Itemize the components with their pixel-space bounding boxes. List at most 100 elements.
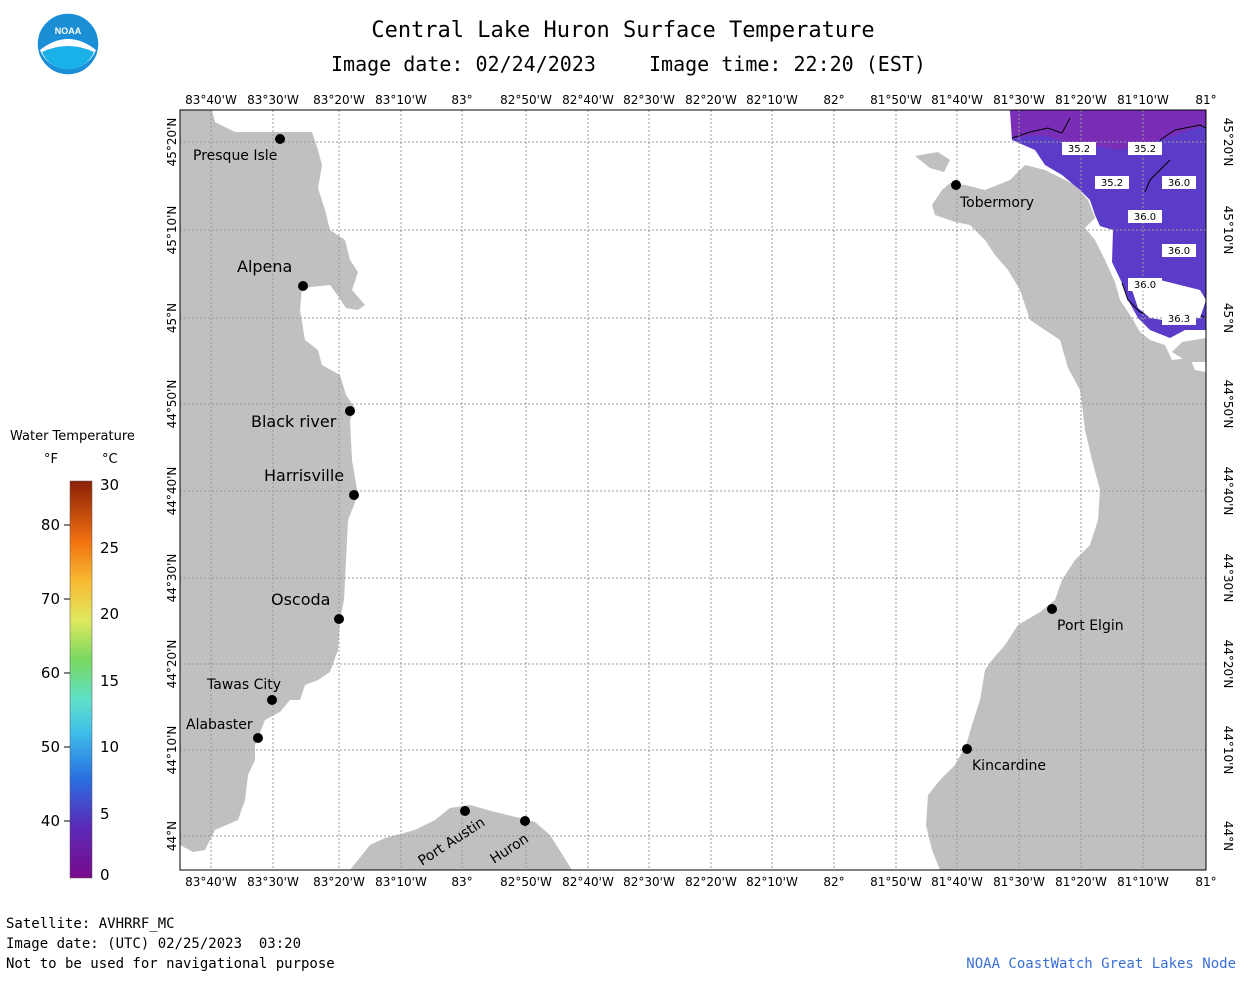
longitude-label-top: 83°10'W — [375, 93, 427, 107]
temp-label: 36.0 — [1168, 178, 1190, 189]
place-label-alpena: Alpena — [237, 257, 292, 276]
land-georgian-shore — [1165, 412, 1206, 870]
legend-tick-celsius: 10 — [100, 738, 119, 756]
longitude-label-top: 83°30'W — [247, 93, 299, 107]
place-label-oscoda: Oscoda — [271, 590, 330, 609]
place-marker — [962, 744, 972, 754]
longitude-label-bottom: 82°30'W — [623, 875, 675, 889]
longitude-label-top: 82°50'W — [500, 93, 552, 107]
legend-tick-fahrenheit: 60 — [41, 664, 60, 682]
latitude-label-left: 45°20'N — [165, 118, 179, 167]
longitude-label-top: 81°30'W — [993, 93, 1045, 107]
longitude-label-bottom: 83°40'W — [185, 875, 237, 889]
land-island — [915, 152, 950, 172]
longitude-label-top: 82°30'W — [623, 93, 675, 107]
place-label-tobermory: Tobermory — [959, 195, 1034, 211]
latitude-label-left: 44°30'N — [165, 554, 179, 603]
longitude-label-bottom: 83° — [451, 875, 472, 889]
longitude-label-bottom: 81°50'W — [870, 875, 922, 889]
noaa-logo: NOAA — [36, 12, 100, 76]
place-marker — [275, 134, 285, 144]
longitude-label-bottom: 83°10'W — [375, 875, 427, 889]
longitude-label-bottom: 81°40'W — [931, 875, 983, 889]
noaa-logo-text: NOAA — [55, 26, 82, 36]
longitude-label-top: 83°20'W — [313, 93, 365, 107]
longitude-label-top: 83°40'W — [185, 93, 237, 107]
image-time: Image time: 22:20 (EST) — [649, 52, 926, 76]
legend-tick-fahrenheit: 70 — [41, 590, 60, 608]
longitude-label-bottom: 81°30'W — [993, 875, 1045, 889]
latitude-label-right: 45°20'N — [1221, 118, 1235, 167]
legend-tick-celsius: 15 — [100, 672, 119, 690]
latitude-label-right: 44°10'N — [1221, 726, 1235, 775]
longitude-label-bottom: 81°20'W — [1055, 875, 1107, 889]
latitude-label-left: 44°10'N — [165, 726, 179, 775]
legend-tick-fahrenheit: 40 — [41, 812, 60, 830]
place-label-port-elgin: Port Elgin — [1057, 618, 1124, 634]
latitude-label-left: 45°N — [165, 303, 179, 333]
longitude-label-bottom: 82°20'W — [685, 875, 737, 889]
temp-label: 36.0 — [1134, 212, 1156, 223]
temp-label: 35.2 — [1068, 144, 1090, 155]
place-marker — [334, 614, 344, 624]
longitude-label-top: 82°20'W — [685, 93, 737, 107]
place-marker — [1047, 604, 1057, 614]
place-marker — [298, 281, 308, 291]
footer-utc-date: Image date: (UTC) 02/25/2023 03:20 — [6, 936, 302, 952]
land-ontario — [926, 165, 1206, 870]
latitude-label-left: 44°50'N — [165, 380, 179, 429]
map-title: Central Lake Huron Surface Temperature — [371, 18, 875, 43]
temp-label: 35.2 — [1101, 178, 1123, 189]
place-label-tawas-city: Tawas City — [206, 677, 281, 693]
longitude-label-bottom: 82°40'W — [562, 875, 614, 889]
latitude-label-right: 44°40'N — [1221, 467, 1235, 516]
land-michigan — [180, 110, 365, 852]
land-thumb — [350, 805, 572, 870]
longitude-label-top: 81°50'W — [870, 93, 922, 107]
longitude-label-top: 82°40'W — [562, 93, 614, 107]
temp-label: 36.0 — [1168, 246, 1190, 257]
legend-tick-celsius: 30 — [100, 476, 119, 494]
place-marker — [345, 406, 355, 416]
latitude-label-left: 45°10'N — [165, 206, 179, 255]
temp-label: 36.3 — [1168, 314, 1190, 325]
place-label-presque-isle: Presque Isle — [193, 148, 277, 164]
latitude-label-right: 44°30'N — [1221, 554, 1235, 603]
longitude-label-top: 82°10'W — [746, 93, 798, 107]
legend-unit-fahrenheit: °F — [44, 452, 58, 467]
place-marker — [349, 490, 359, 500]
place-label-black-river: Black river — [251, 412, 337, 431]
legend-tick-fahrenheit: 80 — [41, 516, 60, 534]
temp-label: 36.0 — [1134, 280, 1156, 291]
temp-label: 35.2 — [1134, 144, 1156, 155]
longitude-label-top: 81°10'W — [1117, 93, 1169, 107]
place-label-alabaster: Alabaster — [186, 717, 253, 733]
land-manitoulin — [1172, 338, 1206, 362]
legend-tick-celsius: 25 — [100, 539, 119, 557]
longitude-label-top: 82° — [823, 93, 844, 107]
legend-tick-celsius: 5 — [100, 805, 110, 823]
footer-satellite: Satellite: AVHRRF_MC — [6, 916, 175, 932]
place-label-kincardine: Kincardine — [972, 758, 1046, 774]
image-date: Image date: 02/24/2023 — [331, 52, 596, 76]
place-marker — [253, 733, 263, 743]
longitude-label-bottom: 82° — [823, 875, 844, 889]
latitude-label-left: 44°20'N — [165, 640, 179, 689]
legend-unit-celsius: °C — [102, 452, 118, 467]
legend-tick-celsius: 20 — [100, 605, 119, 623]
footer-credit: NOAA CoastWatch Great Lakes Node — [966, 956, 1236, 972]
latitude-label-right: 44°N — [1221, 821, 1235, 851]
legend-tick-celsius: 0 — [100, 866, 110, 884]
place-marker — [267, 695, 277, 705]
map-grid — [180, 110, 1206, 870]
longitude-label-bottom: 83°20'W — [313, 875, 365, 889]
longitude-label-bottom: 83°30'W — [247, 875, 299, 889]
footer-disclaimer: Not to be used for navigational purpose — [6, 956, 335, 972]
latitude-label-right: 45°10'N — [1221, 206, 1235, 255]
legend-tick-fahrenheit: 50 — [41, 738, 60, 756]
longitude-label-top: 83° — [451, 93, 472, 107]
place-label-harrisville: Harrisville — [264, 466, 344, 485]
map-frame — [179, 109, 1207, 871]
longitude-label-top: 81° — [1195, 93, 1216, 107]
